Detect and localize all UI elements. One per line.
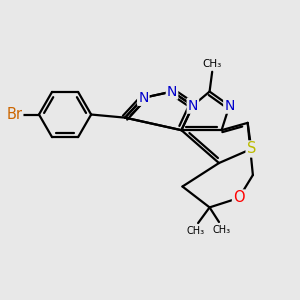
- Text: CH₃: CH₃: [202, 58, 222, 69]
- Text: N: N: [167, 85, 177, 99]
- Text: S: S: [247, 142, 256, 157]
- Text: N: N: [188, 99, 198, 113]
- Text: N: N: [224, 99, 235, 113]
- Text: Br: Br: [6, 107, 22, 122]
- Text: CH₃: CH₃: [186, 226, 205, 236]
- Text: CH₃: CH₃: [212, 225, 231, 235]
- Text: N: N: [138, 91, 148, 105]
- Text: O: O: [233, 190, 244, 206]
